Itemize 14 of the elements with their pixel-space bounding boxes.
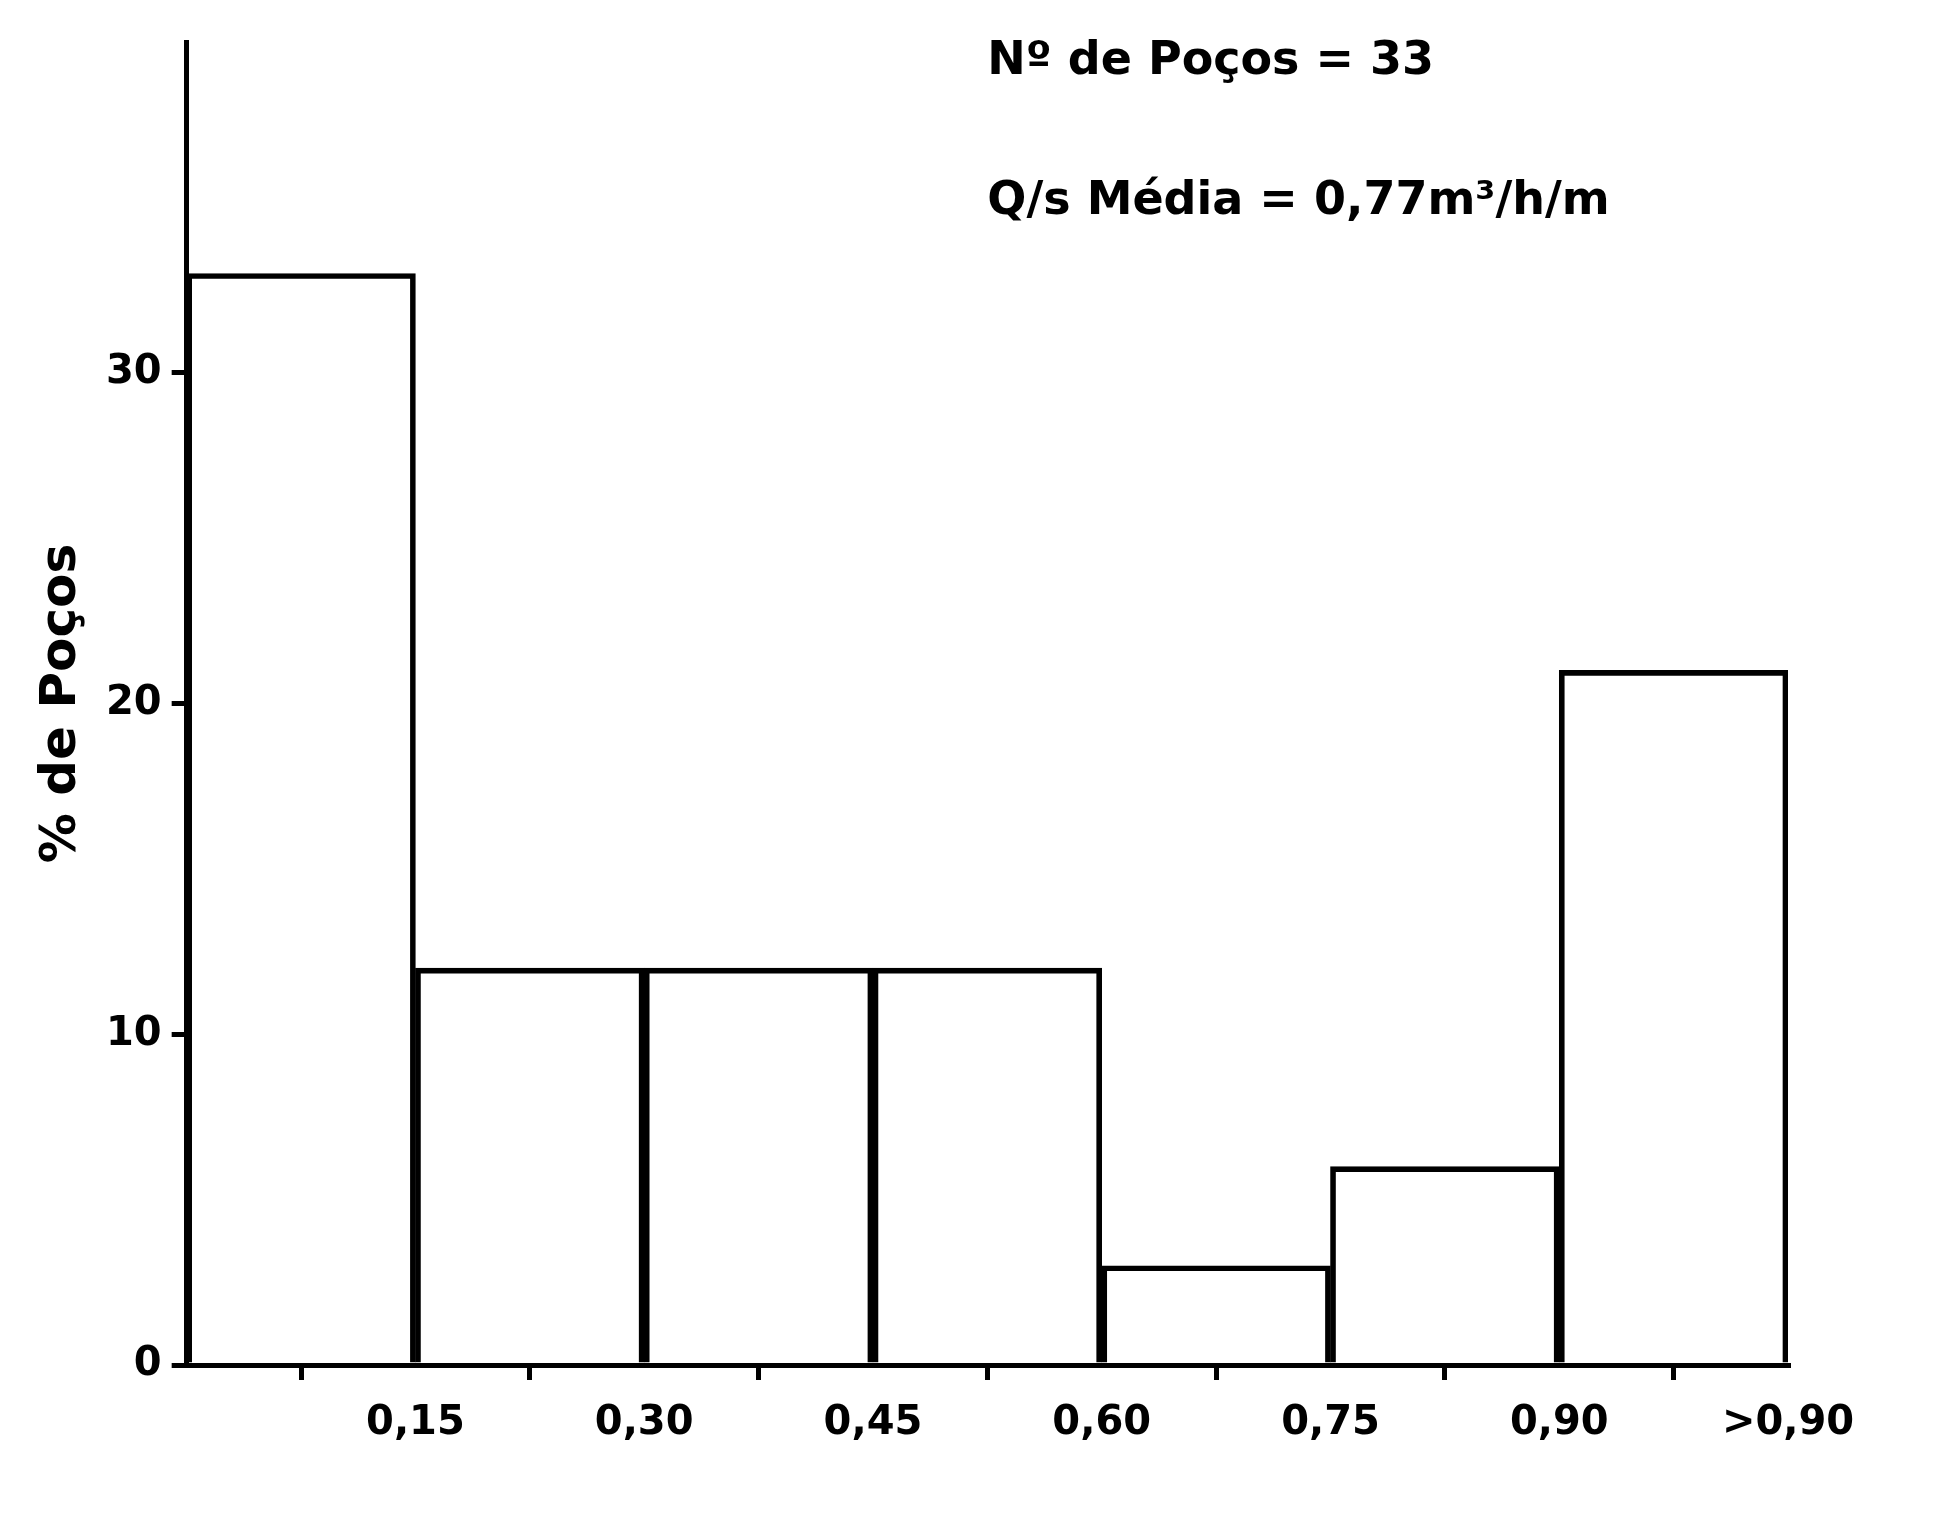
x-tick-label: 0,15 <box>366 1397 465 1444</box>
y-axis-title: % de Poços <box>28 543 87 864</box>
x-tick-label: 0,75 <box>1281 1397 1380 1444</box>
y-tick-label: 10 <box>105 1007 162 1054</box>
y-tick-label: 20 <box>105 676 162 723</box>
annotation: Nº de Poços = 33 <box>987 30 1435 85</box>
x-tick-label: >0,90 <box>1721 1397 1855 1444</box>
x-tick-label: 0,60 <box>1052 1397 1152 1444</box>
x-tick-label: 0,45 <box>823 1397 923 1444</box>
y-tick-label: 0 <box>133 1338 162 1385</box>
y-tick-label: 30 <box>105 346 162 393</box>
x-tick-label: 0,90 <box>1509 1397 1609 1444</box>
annotation: Q/s Média = 0,77m³/h/m <box>987 170 1610 225</box>
x-tick-label: 0,30 <box>594 1397 694 1444</box>
